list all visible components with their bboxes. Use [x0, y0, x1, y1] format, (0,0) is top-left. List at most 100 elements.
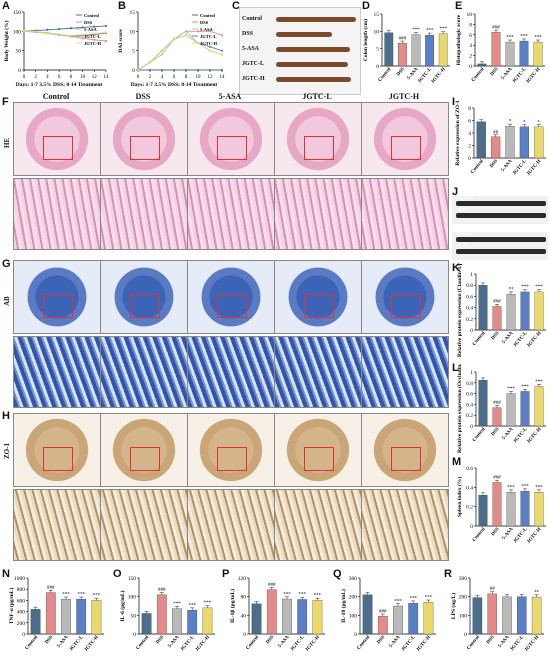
x-tick-label: 5-ASA: [502, 527, 515, 541]
histology-column-title: Control: [42, 92, 70, 101]
significance-label: ***: [535, 485, 543, 490]
significance-label: ***: [77, 593, 85, 598]
x-tick-label: 14: [220, 75, 226, 80]
x-tick-label: 2: [149, 75, 152, 80]
y-tick-label: 200: [459, 595, 468, 601]
histology-column-title: JGTC-L: [302, 92, 332, 101]
y-tick-label: 6: [468, 119, 471, 125]
legend-entry: JGTC-L: [200, 34, 217, 39]
x-tick-label: Control: [357, 635, 372, 651]
data-point: [220, 53, 224, 56]
histology-zoom-image: [361, 489, 449, 561]
panel-label-d: D: [362, 0, 370, 12]
panel-label-h: H: [2, 410, 10, 422]
y-axis-label: Relative protein expression (Claudin-1/β…: [456, 264, 463, 357]
y-tick-label: 15: [374, 12, 380, 18]
x-tick-label: DSS: [491, 527, 501, 537]
panel-label-g: G: [2, 258, 11, 270]
colon-photo-label: JGTC-H: [242, 76, 265, 82]
x-tick-label: JGTC-H: [416, 635, 432, 653]
y-axis-label: Colon length (cm): [362, 19, 369, 61]
significance-label: ***: [298, 593, 306, 598]
zoom-region-box: [217, 447, 247, 471]
bar: [490, 136, 501, 159]
x-tick-label: DSS: [396, 67, 406, 77]
x-tick-label: 5-ASA: [501, 159, 514, 173]
significance-label: ***: [521, 484, 529, 489]
zoom-region-box: [304, 294, 334, 318]
histology-zoom-image: [13, 178, 101, 250]
colon-specimen: [276, 47, 350, 52]
data-point: [81, 26, 84, 29]
significance-label: *: [538, 120, 541, 125]
histology-zoom-image: [274, 178, 362, 250]
histology-overview-image: [361, 102, 449, 176]
x-tick-label: 10: [196, 75, 202, 80]
panel-label-n: N: [2, 568, 10, 580]
significance-label: ***: [521, 285, 529, 290]
y-axis-label: TNF-α (pg/mL): [8, 588, 15, 625]
x-tick-label: 0: [23, 75, 26, 80]
bar: [487, 593, 497, 635]
lps-bar-chart: 0 100 200 300 LPS (ng/L) Control ## DSS 5-ASA JGT…: [450, 576, 544, 653]
data-point: [208, 68, 212, 72]
il6-bar-chart: 0 50 100 150 IL-6 (pg/mL) Control ### DSS *** 5-A…: [119, 576, 215, 653]
colon-length-bar-chart: 0 5 10 15 Colon length (cm) Control ### DSS *** 5…: [362, 12, 450, 85]
bar: [533, 41, 543, 67]
histology-zoom-image: [13, 336, 101, 408]
histology-overview-image: [100, 413, 188, 487]
data-point: [208, 45, 212, 48]
y-tick-label: 100: [349, 613, 358, 619]
y-tick-label: 1000: [14, 576, 25, 582]
x-tick-label: DSS: [377, 635, 387, 645]
histology-overview-image: [100, 260, 188, 334]
x-tick-label: 4: [46, 75, 49, 80]
bar: [506, 393, 516, 427]
bar: [492, 482, 502, 527]
y-tick-label: 0.4: [466, 485, 473, 491]
bar: [266, 589, 277, 635]
zoom-region-box: [217, 294, 247, 318]
bar: [534, 492, 544, 527]
data-point: [69, 27, 72, 30]
bar: [478, 379, 488, 427]
x-tick-label: DSS: [156, 635, 166, 645]
histology-zoom-image: [13, 489, 101, 561]
bar: [520, 391, 530, 427]
y-tick-label: 0: [469, 64, 472, 70]
zoom-region-box: [130, 136, 160, 160]
significance-label: ***: [439, 27, 447, 32]
legend-entry: JGTC-H: [84, 41, 102, 46]
y-tick-label: 0.4: [466, 306, 473, 312]
bar: [478, 494, 488, 527]
x-tick-label: Control: [466, 635, 481, 651]
data-point: [104, 31, 108, 34]
bar: [187, 609, 198, 635]
data-point: [160, 68, 164, 72]
zoom-region-box: [43, 447, 73, 471]
significance-label: ###: [493, 300, 501, 305]
x-tick-label: 5-ASA: [278, 635, 291, 649]
x-tick-label: JGTC-H: [526, 159, 542, 177]
x-tick-label: Control: [378, 67, 393, 83]
significance-label: ***: [173, 602, 181, 607]
x-tick-label: 5-ASA: [502, 427, 515, 441]
bar: [477, 63, 487, 67]
x-tick-label: 8: [70, 75, 73, 80]
bar: [519, 126, 530, 159]
blot-label-occludin: Occludin: [454, 232, 473, 237]
legend-entry: DSS: [200, 20, 209, 25]
y-axis-label: IL-10 (pg/mL): [340, 589, 347, 623]
panel-label-o: O: [113, 568, 122, 580]
data-point: [196, 68, 200, 72]
y-tick-label: 50: [16, 49, 22, 55]
data-point: [93, 25, 96, 28]
il1b-bar-chart: 0 40 80 120 IL-1β (pg/mL) Control ### DSS *** 5-A…: [229, 576, 325, 653]
x-tick-label: 5-ASA: [389, 635, 402, 649]
y-tick-label: 300: [459, 576, 468, 582]
histology-row-label: AB: [3, 296, 11, 306]
bar: [423, 602, 434, 635]
y-axis-label: Relative protein expression (Occludin/β-…: [456, 364, 463, 453]
x-axis-label: Days: 1-7 3.5% DSS; 8-14 Treatment: [131, 82, 218, 88]
